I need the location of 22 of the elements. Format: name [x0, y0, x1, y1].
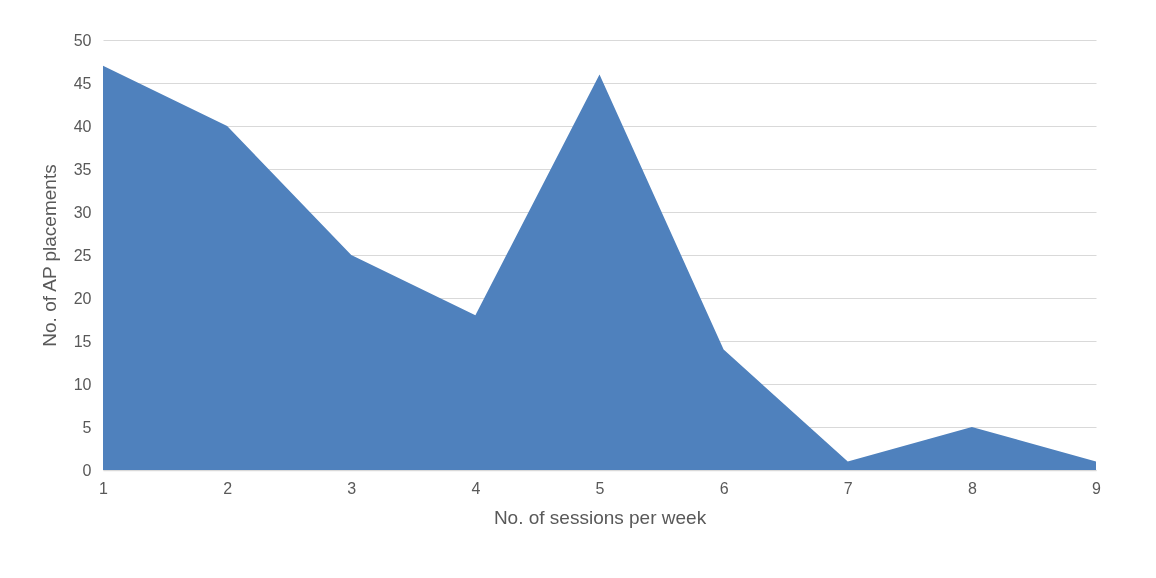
- y-tick-label: 40: [73, 117, 92, 135]
- y-tick-label: 5: [82, 418, 92, 436]
- y-tick-label: 15: [73, 332, 92, 350]
- x-tick-label: 7: [843, 479, 853, 497]
- x-tick-label: 6: [719, 479, 729, 497]
- x-tick-label: 3: [347, 479, 357, 497]
- x-tick-label: 5: [595, 479, 605, 497]
- x-tick-label: 2: [223, 479, 233, 497]
- y-tick-label: 10: [73, 375, 92, 393]
- y-tick-label: 50: [73, 31, 92, 49]
- y-tick-label: 20: [73, 289, 92, 307]
- x-tick-label: 9: [1092, 479, 1102, 497]
- y-tick-label: 45: [73, 74, 92, 92]
- x-tick-label: 8: [967, 479, 977, 497]
- x-tick-label: 4: [471, 479, 481, 497]
- x-axis-title: No. of sessions per week: [493, 506, 707, 528]
- y-axis-title: No. of AP placements: [38, 164, 60, 347]
- y-tick-label: 25: [73, 246, 92, 264]
- y-tick-label: 30: [73, 203, 92, 221]
- y-tick-label: 35: [73, 160, 92, 178]
- x-tick-label: 1: [99, 479, 109, 497]
- y-tick-label: 0: [82, 461, 92, 479]
